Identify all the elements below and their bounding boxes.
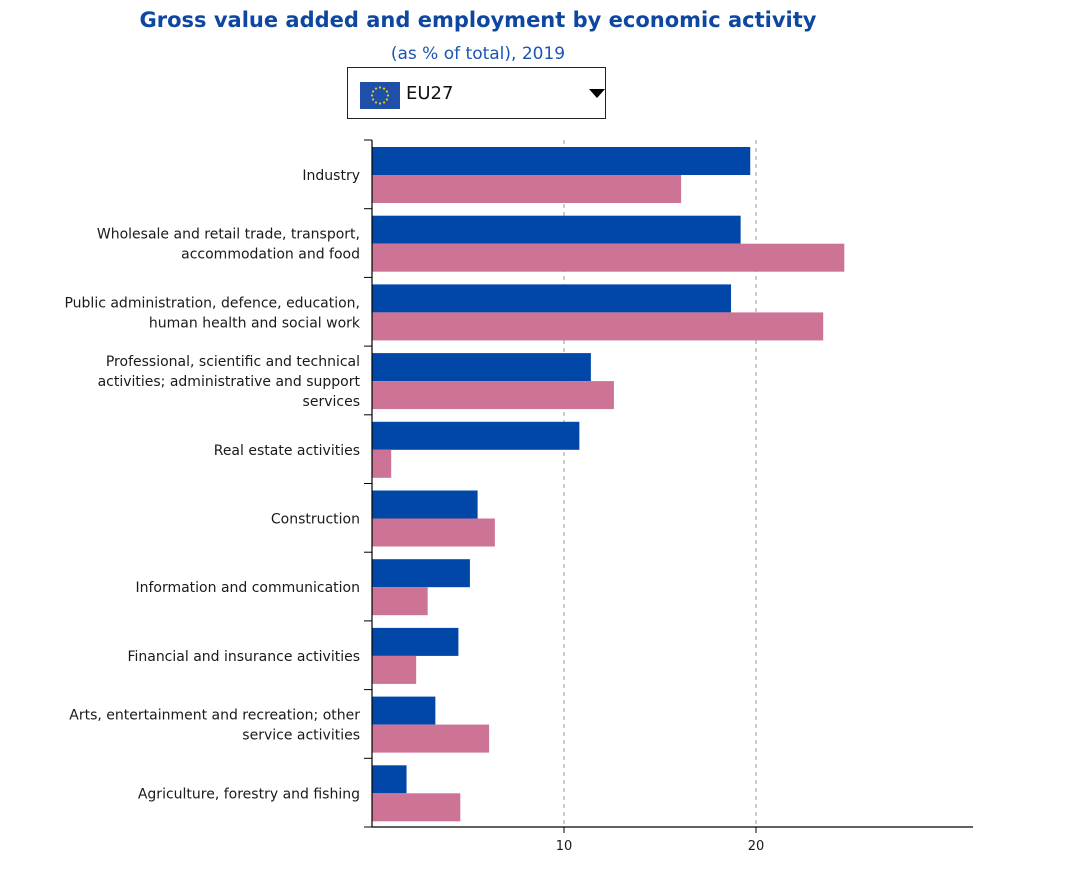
category-label: Construction xyxy=(271,512,360,528)
bar-employment xyxy=(372,518,495,547)
bar-employment xyxy=(372,449,392,478)
flag-star xyxy=(385,98,389,101)
flag-star xyxy=(382,87,386,90)
bar-gva xyxy=(372,765,407,794)
category-label: Financial and insurance activities xyxy=(127,649,360,665)
bar-employment xyxy=(372,243,845,272)
category-label: Professional, scientific and technical xyxy=(106,354,360,370)
bar-gva xyxy=(372,284,732,313)
flag-star xyxy=(378,86,382,89)
bar-gva xyxy=(372,215,741,244)
category-label: Real estate activities xyxy=(214,443,360,459)
bar-employment xyxy=(372,655,417,684)
category-label: Wholesale and retail trade, transport, xyxy=(97,227,360,243)
x-tick-label: 10 xyxy=(556,839,573,854)
category-label: services xyxy=(303,394,360,410)
chevron-down-icon[interactable] xyxy=(589,89,605,98)
bar-gva xyxy=(372,147,751,175)
flag-star xyxy=(382,101,386,104)
flag-star xyxy=(370,94,374,97)
bar-gva xyxy=(372,353,591,382)
country-selector[interactable]: EU27 xyxy=(347,67,606,119)
bar-gva xyxy=(372,421,580,450)
category-label: activities; administrative and support xyxy=(98,374,361,390)
category-label: Information and communication xyxy=(135,580,360,596)
bar-gva xyxy=(372,696,436,725)
flag-star xyxy=(374,101,378,104)
bar-gva xyxy=(372,490,478,519)
bar-employment xyxy=(372,312,824,341)
bar-employment xyxy=(372,793,461,822)
category-label: Arts, entertainment and recreation; othe… xyxy=(69,708,360,724)
flag-star xyxy=(385,90,389,93)
category-label: human health and social work xyxy=(149,315,361,331)
flag-star xyxy=(374,87,378,90)
bar-gva xyxy=(372,559,470,588)
bar-gva xyxy=(372,627,459,656)
category-label: accommodation and food xyxy=(181,247,360,263)
flag-star xyxy=(371,98,375,101)
chart-subtitle: (as % of total), 2019 xyxy=(390,44,566,64)
category-label: service activities xyxy=(242,728,360,744)
bar-employment xyxy=(372,381,614,410)
bar-employment xyxy=(372,587,428,616)
bar-employment xyxy=(372,724,490,753)
flag-star xyxy=(386,94,390,97)
x-tick-label: 20 xyxy=(748,839,765,854)
category-label: Industry xyxy=(302,168,360,184)
eu-flag-icon xyxy=(360,82,400,109)
flag-star xyxy=(371,90,375,93)
category-label: Agriculture, forestry and fishing xyxy=(138,786,360,802)
selector-value: EU27 xyxy=(406,83,454,104)
category-label: Public administration, defence, educatio… xyxy=(64,295,360,311)
flag-star xyxy=(378,102,382,105)
chart-title: Gross value added and employment by econ… xyxy=(139,8,817,32)
bar-employment xyxy=(372,175,682,203)
